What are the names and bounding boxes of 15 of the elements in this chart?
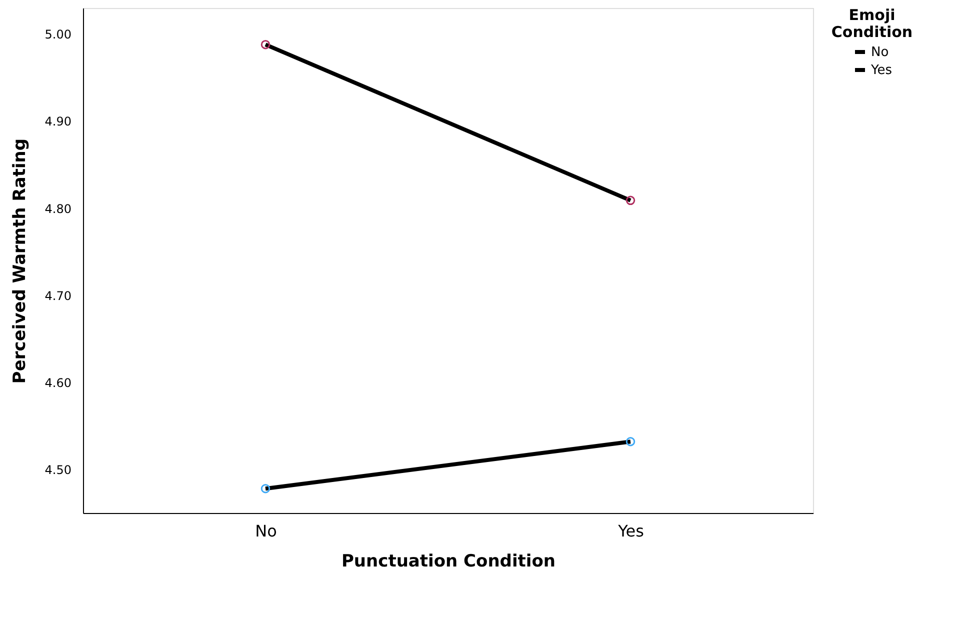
y-tick-label: 4.60: [44, 376, 72, 390]
y-axis-title: Perceived Warmth Rating: [10, 138, 30, 384]
point: [626, 196, 636, 206]
y-tick-label: 4.90: [44, 114, 72, 129]
legend-title: Emoji Condition: [831, 6, 913, 41]
y-tick-label: 4.70: [44, 288, 72, 303]
point: [260, 484, 270, 494]
y-tick-label: 4.80: [44, 202, 72, 216]
y-tick-label: 4.50: [44, 462, 72, 477]
y-tick-label: 5.00: [44, 28, 72, 42]
x-axis-title: Punctuation Condition: [341, 552, 556, 572]
legend-label: Yes: [870, 63, 892, 78]
point: [260, 40, 270, 50]
legend-label: No: [871, 45, 889, 60]
point: [626, 436, 636, 446]
